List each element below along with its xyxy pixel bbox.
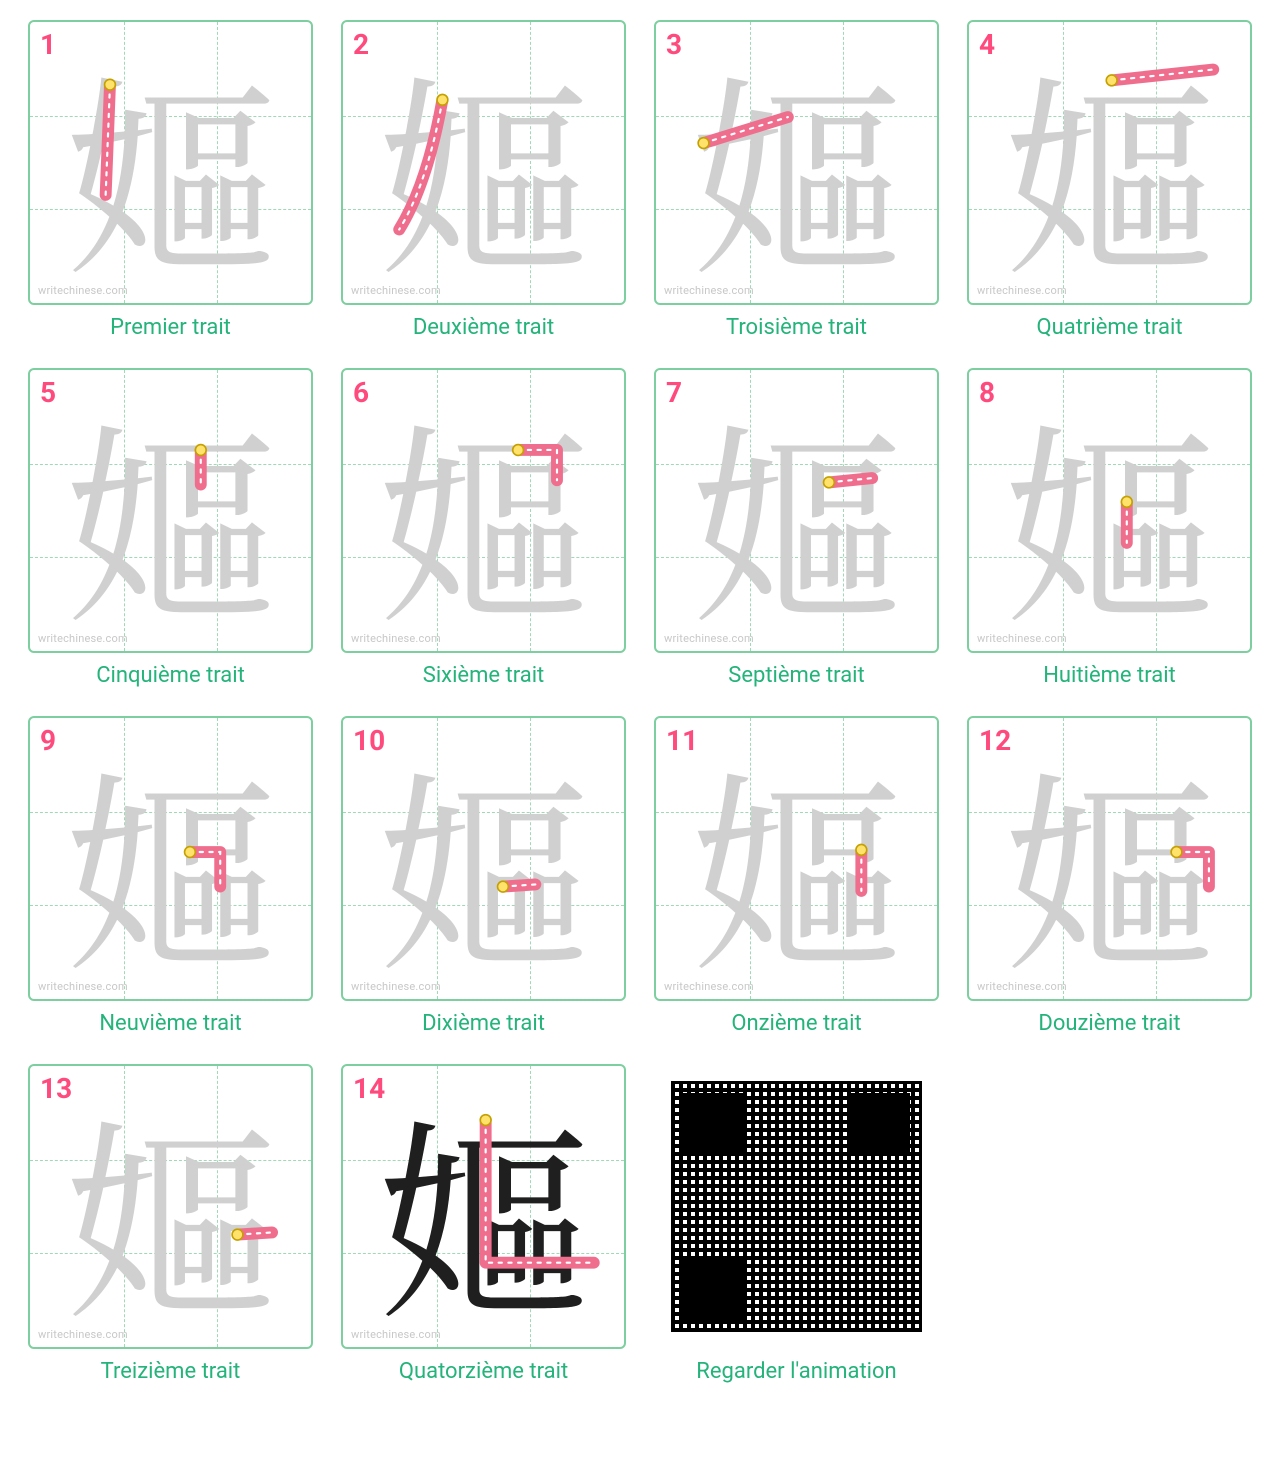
stroke-step-card[interactable]: 嫗8 writechinese.com [967,368,1252,653]
step-number: 12 [979,724,1011,757]
glyph-base: 嫗 [349,387,619,640]
stroke-step-card[interactable]: 嫗13 writechinese.com [28,1064,313,1349]
stroke-step-card[interactable]: 嫗4 writechinese.com [967,20,1252,305]
stroke-step-cell: 嫗嫗14writechinese.comQuatorzième trait [341,1064,626,1384]
glyph-base: 嫗 [349,735,619,988]
step-caption: Quatorzième trait [341,1359,626,1384]
step-number: 5 [40,376,56,409]
step-caption: Sixième trait [341,663,626,688]
stroke-step-card[interactable]: 嫗11 writechinese.com [654,716,939,1001]
step-number: 6 [353,376,369,409]
step-caption: Cinquième trait [28,663,313,688]
glyph-base: 嫗 [36,1083,306,1336]
watermark: writechinese.com [664,632,754,645]
stroke-step-card[interactable]: 嫗1 writechinese.com [28,20,313,305]
glyph-base: 嫗 [975,387,1245,640]
step-number: 11 [666,724,698,757]
stroke-step-card[interactable]: 嫗6 writechinese.com [341,368,626,653]
watermark: writechinese.com [977,980,1067,993]
step-caption: Douzième trait [967,1011,1252,1036]
stroke-step-card[interactable]: 嫗9 writechinese.com [28,716,313,1001]
stroke-step-cell: 嫗12 writechinese.com Douzième trait [967,716,1252,1036]
glyph-base: 嫗 [975,735,1245,988]
step-caption: Quatrième trait [967,315,1252,340]
glyph-base: 嫗 [349,39,619,292]
watermark: writechinese.com [38,1328,128,1341]
step-caption: Premier trait [28,315,313,340]
watermark: writechinese.com [977,632,1067,645]
step-number: 4 [979,28,995,61]
watermark: writechinese.com [38,284,128,297]
stroke-step-card[interactable]: 嫗3 writechinese.com [654,20,939,305]
glyph-base: 嫗 [36,735,306,988]
step-number: 13 [40,1072,72,1105]
glyph-base: 嫗 [36,387,306,640]
step-caption: Treizième trait [28,1359,313,1384]
step-number: 9 [40,724,56,757]
watermark: writechinese.com [351,632,441,645]
step-number: 14 [353,1072,385,1105]
stroke-step-card[interactable]: 嫗嫗14writechinese.com [341,1064,626,1349]
step-number: 3 [666,28,682,61]
glyph-base: 嫗 [36,39,306,292]
stroke-step-cell: 嫗2 writechinese.com Deuxième trait [341,20,626,340]
glyph-done: 嫗 [349,1083,619,1336]
step-caption: Neuvième trait [28,1011,313,1036]
stroke-step-cell: 嫗4 writechinese.com Quatrième trait [967,20,1252,340]
stroke-step-cell: 嫗5 writechinese.com Cinquième trait [28,368,313,688]
stroke-step-cell: 嫗7 writechinese.com Septième trait [654,368,939,688]
stroke-step-card[interactable]: 嫗10 writechinese.com [341,716,626,1001]
stroke-step-cell: 嫗3 writechinese.com Troisième trait [654,20,939,340]
watermark: writechinese.com [977,284,1067,297]
qr-caption: Regarder l'animation [654,1359,939,1384]
watermark: writechinese.com [351,980,441,993]
watermark: writechinese.com [351,284,441,297]
watermark: writechinese.com [351,1328,441,1341]
stroke-step-cell: 嫗8 writechinese.com Huitième trait [967,368,1252,688]
step-caption: Dixième trait [341,1011,626,1036]
step-caption: Septième trait [654,663,939,688]
step-number: 1 [40,28,56,61]
step-number: 8 [979,376,995,409]
watermark: writechinese.com [664,284,754,297]
watermark: writechinese.com [38,980,128,993]
step-caption: Huitième trait [967,663,1252,688]
qr-code[interactable] [654,1064,939,1349]
step-caption: Onzième trait [654,1011,939,1036]
step-number: 7 [666,376,682,409]
qr-code-icon [671,1081,922,1332]
step-number: 10 [353,724,385,757]
stroke-step-cell: 嫗13 writechinese.com Treizième trait [28,1064,313,1384]
stroke-step-card[interactable]: 嫗5 writechinese.com [28,368,313,653]
stroke-step-card[interactable]: 嫗12 writechinese.com [967,716,1252,1001]
stroke-step-cell: 嫗6 writechinese.com Sixième trait [341,368,626,688]
glyph-base: 嫗 [662,735,932,988]
stroke-step-cell: 嫗10 writechinese.com Dixième trait [341,716,626,1036]
step-number: 2 [353,28,369,61]
stroke-step-cell: 嫗1 writechinese.com Premier trait [28,20,313,340]
glyph-base: 嫗 [662,387,932,640]
qr-cell: Regarder l'animation [654,1064,939,1384]
glyph-base: 嫗 [662,39,932,292]
stroke-step-card[interactable]: 嫗2 writechinese.com [341,20,626,305]
stroke-step-cell: 嫗11 writechinese.com Onzième trait [654,716,939,1036]
stroke-step-card[interactable]: 嫗7 writechinese.com [654,368,939,653]
glyph-base: 嫗 [975,39,1245,292]
stroke-step-cell: 嫗9 writechinese.com Neuvième trait [28,716,313,1036]
step-caption: Troisième trait [654,315,939,340]
stroke-order-grid: 嫗1writechinese.comPremier trait嫗2writech… [28,20,1252,1384]
step-caption: Deuxième trait [341,315,626,340]
watermark: writechinese.com [38,632,128,645]
watermark: writechinese.com [664,980,754,993]
